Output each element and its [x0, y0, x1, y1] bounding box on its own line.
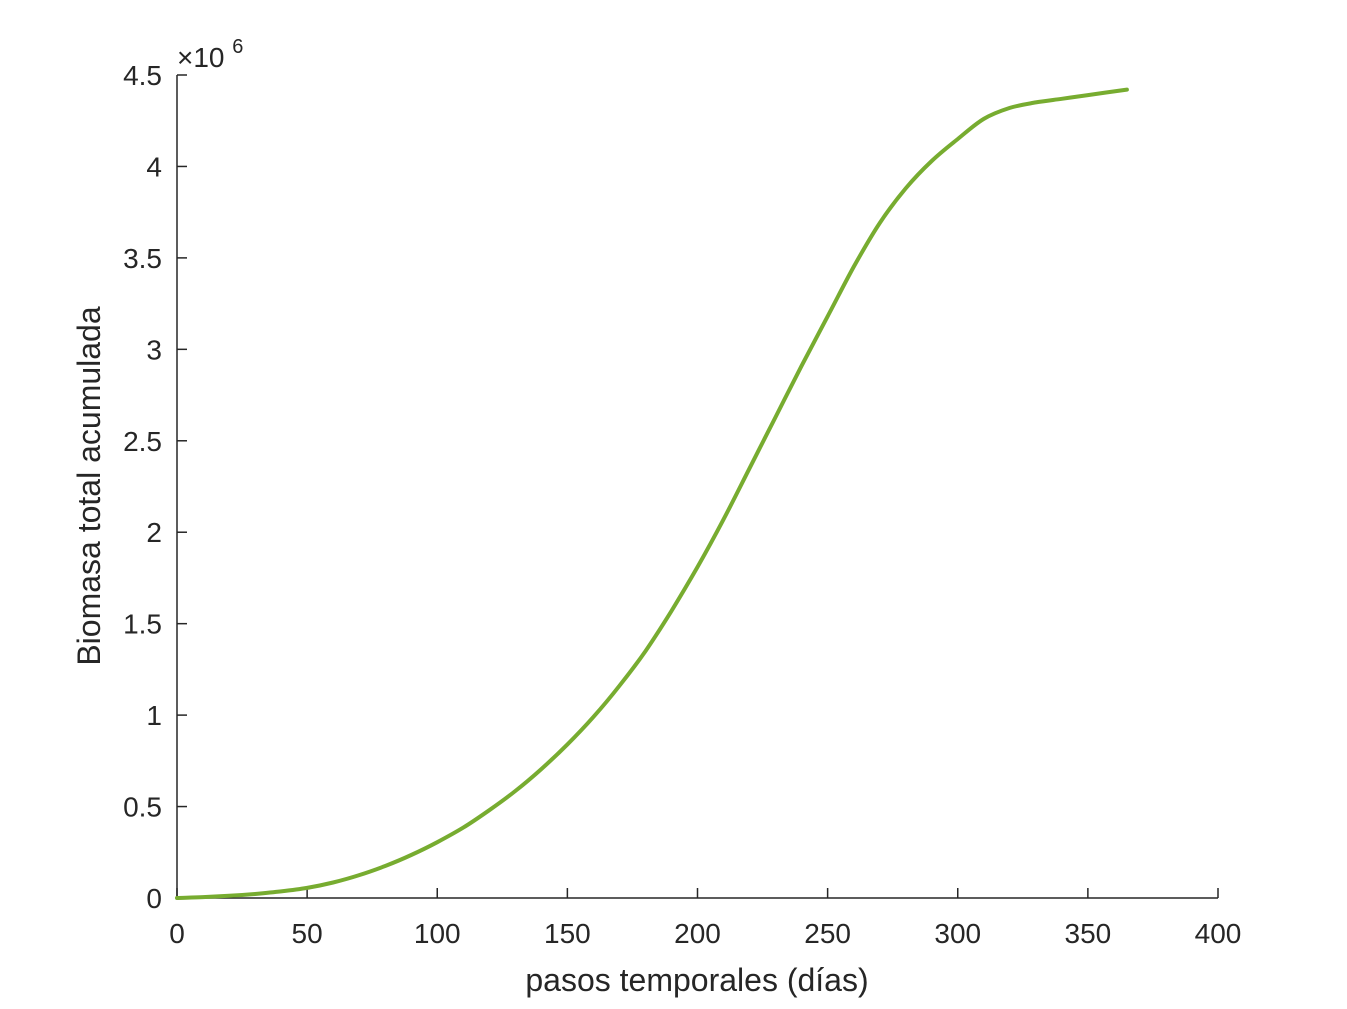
x-tick-label: 100: [414, 918, 461, 949]
y-tick-label: 4.5: [123, 60, 162, 91]
y-tick-label: 3.5: [123, 243, 162, 274]
y-axis-label: Biomasa total acumulada: [71, 306, 107, 666]
x-axis-label: pasos temporales (días): [525, 962, 868, 998]
y-exponent-label: ×10 6: [177, 36, 243, 73]
x-tick-label: 0: [169, 918, 185, 949]
x-axis-ticks: 0 50 100 150 200 250 300 350 400: [169, 888, 1241, 949]
x-tick-label: 300: [934, 918, 981, 949]
y-tick-label: 0.5: [123, 792, 162, 823]
y-exponent-power: 6: [232, 36, 243, 58]
y-tick-label: 1: [146, 700, 162, 731]
x-tick-label: 200: [674, 918, 721, 949]
y-tick-label: 1.5: [123, 609, 162, 640]
y-tick-label: 3: [146, 334, 162, 365]
y-axis-ticks: 0 0.5 1 1.5 2 2.5 3 3.5 4 4.5: [123, 60, 187, 914]
biomass-series-line: [175, 87, 1129, 900]
y-tick-label: 2: [146, 517, 162, 548]
x-tick-label: 150: [544, 918, 591, 949]
chart-axes: [176, 75, 1218, 899]
x-tick-label: 350: [1065, 918, 1112, 949]
x-tick-label: 50: [292, 918, 323, 949]
x-tick-label: 250: [804, 918, 851, 949]
y-tick-label: 0: [146, 883, 162, 914]
y-exponent-base: ×10: [177, 42, 225, 73]
x-tick-label: 400: [1195, 918, 1242, 949]
y-tick-label: 2.5: [123, 426, 162, 457]
y-tick-label: 4: [146, 151, 162, 182]
